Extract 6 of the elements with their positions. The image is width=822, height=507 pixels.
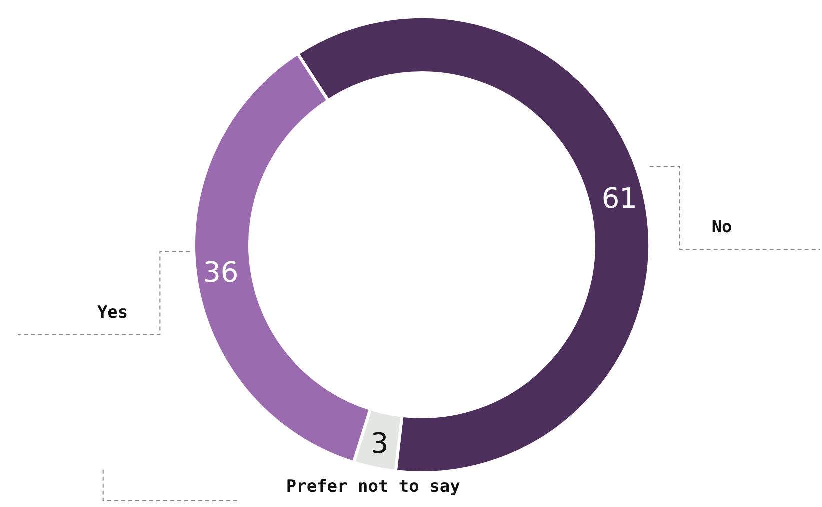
slice-label: No — [712, 218, 732, 238]
slice-label: Prefer not to say — [286, 476, 460, 497]
data-label: 61 — [602, 182, 638, 216]
slice-label: Yes — [97, 302, 128, 323]
data-label: 3 — [370, 427, 389, 460]
data-label: 36 — [203, 256, 239, 290]
